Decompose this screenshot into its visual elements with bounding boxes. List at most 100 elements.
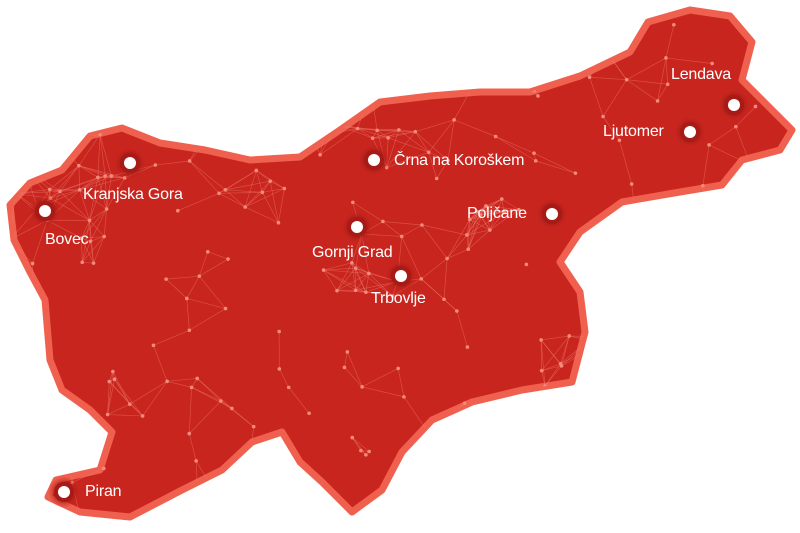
network-line [489,41,498,55]
network-line [255,20,268,25]
city-marker[interactable] [29,195,61,227]
network-line [454,119,496,137]
network-node [268,179,273,183]
network-node [342,365,347,370]
network-node [164,277,168,281]
network-node [187,159,192,163]
city-marker[interactable] [114,147,146,179]
city-marker[interactable] [718,89,750,121]
network-line [166,275,200,280]
network-node [539,368,544,373]
network-line [103,208,107,237]
network-node [77,163,81,168]
network-node [502,210,507,214]
network-line [600,43,608,53]
network-line [191,387,233,409]
network-node [96,175,100,180]
network-node [699,220,703,224]
network-line [496,48,523,55]
network-node [731,447,735,451]
network-node [277,126,281,130]
network-line [489,42,494,61]
city-marker[interactable] [358,144,390,176]
network-line [280,492,309,509]
network-line [467,211,478,250]
network-line [59,177,99,192]
network-node [109,174,114,178]
city-marker[interactable] [48,476,80,508]
network-line [486,42,491,71]
network-line [354,53,362,57]
city-label-piran: Piran [85,483,122,500]
network-node [499,197,504,201]
network-node [573,171,578,175]
network-node [277,367,282,371]
network-node [217,191,221,196]
network-line [454,475,470,503]
network-line [186,298,190,331]
network-line [79,175,112,191]
network-line [355,273,370,291]
network-node [652,387,657,391]
city-marker[interactable] [385,260,417,292]
network-node [558,361,563,366]
network-line [89,220,91,242]
network-line [397,368,405,397]
network-node [72,18,76,23]
network-line [591,453,599,482]
network-node [715,353,719,358]
city-marker[interactable] [341,211,373,243]
network-line [403,396,430,434]
network-line [188,387,192,434]
network-line [376,130,389,139]
network-line [323,262,352,271]
network-node [664,515,669,517]
network-line [401,236,422,280]
network-line [360,55,372,90]
network-line [90,236,105,242]
network-line [16,395,24,412]
network-line [351,262,356,291]
network-line [336,262,353,291]
network-node [241,492,245,496]
network-node [79,236,84,240]
network-line [262,192,279,223]
network-node [420,489,424,493]
city-marker[interactable] [536,198,568,230]
network-node [669,391,674,395]
network-line [353,48,394,58]
network-line [323,267,356,271]
city-label-bovec: Bovec [45,231,89,248]
network-line [153,345,168,382]
network-node [353,288,358,293]
network-line [312,123,327,138]
network-node [639,390,644,395]
network-node [77,188,82,192]
network-line [267,23,315,27]
network-line [16,387,58,397]
network-line [727,320,761,327]
network-line [138,10,141,12]
network-line [220,400,254,427]
network-line [89,177,99,221]
network-line [354,36,396,55]
network-line [20,88,30,136]
network-node [318,152,322,157]
network-line [273,480,305,485]
network-node [523,451,527,456]
network-node [214,128,218,133]
network-line [477,211,491,231]
network-line [750,164,756,176]
network-line [392,36,396,58]
network-line [197,493,219,499]
network-line [485,205,519,210]
city-marker[interactable] [674,116,706,148]
network-node [27,86,31,91]
network-node [104,207,109,211]
network-line [278,188,285,223]
network-line [504,209,519,213]
network-node [494,52,499,56]
network-node [321,268,326,272]
network-node [372,513,376,517]
network-node [307,411,311,416]
